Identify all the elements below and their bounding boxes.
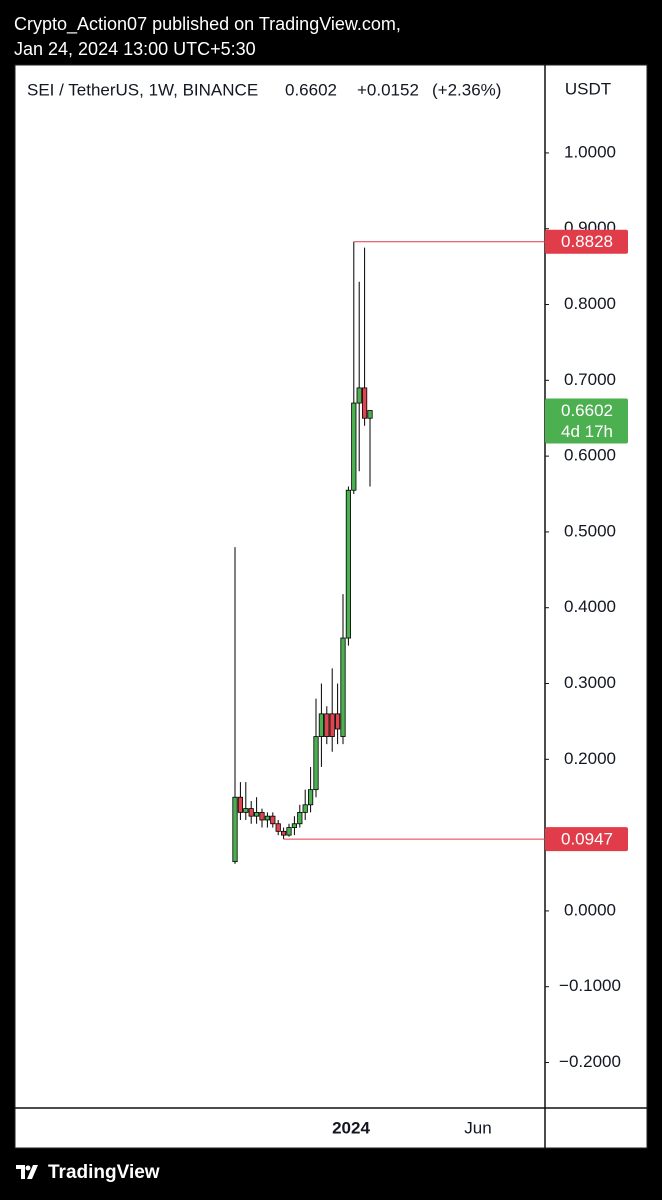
candle-body	[302, 804, 308, 813]
candle-body	[367, 410, 373, 419]
y-tick-label: −0.1000	[559, 976, 621, 995]
last-price-label: 0.6602	[561, 401, 613, 420]
y-tick-label: 0.2000	[564, 749, 616, 768]
countdown: 4d 17h	[561, 422, 613, 441]
candle-body	[307, 789, 314, 806]
candle-body	[253, 811, 260, 817]
y-tick-label: 0.4000	[564, 597, 616, 616]
y-tick-label: 0.7000	[564, 370, 616, 389]
candle-body	[297, 811, 303, 825]
candle-body	[259, 811, 265, 821]
level-label: 0.8828	[561, 232, 613, 251]
logo-icon	[16, 1165, 38, 1179]
x-axis-label: Jun	[464, 1118, 491, 1137]
y-tick-label: 0.6000	[564, 446, 616, 465]
candle-body	[232, 796, 238, 863]
logo-dot	[25, 1165, 31, 1171]
level-label: 0.0947	[561, 830, 613, 849]
chart-panel	[14, 64, 648, 1149]
y-tick-label: −0.2000	[559, 1052, 621, 1071]
level-label-bg	[545, 827, 628, 852]
candle-body	[275, 823, 281, 832]
candle-body	[286, 827, 292, 836]
y-tick-label: 0.5000	[564, 521, 616, 540]
candle-body	[313, 736, 319, 791]
candle-body	[356, 387, 362, 404]
legend-price: 0.6602	[285, 80, 337, 99]
x-axis-label: 2024	[332, 1118, 370, 1137]
level-label-bg	[545, 229, 628, 254]
y-tick-label: 0.3000	[564, 673, 616, 692]
y-tick-label: 1.0000	[564, 142, 616, 161]
y-tick-label: 0.8000	[564, 294, 616, 313]
legend-change: +0.0152	[357, 80, 419, 99]
y-tick-label: 0.0000	[564, 900, 616, 919]
unit: USDT	[565, 79, 611, 98]
candle-body	[351, 402, 357, 491]
candle-body	[324, 713, 330, 737]
candle-body	[264, 815, 271, 821]
logo	[16, 1165, 38, 1179]
publish-date: Jan 24, 2024 13:00 UTC+5:30	[14, 39, 256, 59]
last-price-bg	[545, 398, 628, 444]
candle-body	[280, 830, 287, 836]
publisher: Crypto_Action07 published on TradingView…	[14, 14, 401, 35]
candle-body	[248, 808, 254, 817]
legend-change-pct: (+2.36%)	[432, 80, 501, 99]
candle-body	[270, 815, 276, 825]
candle-body	[243, 808, 249, 813]
candle-body	[340, 637, 346, 737]
candle-body	[318, 713, 325, 737]
plot: 1.00000.90000.80000.70000.60000.50000.40…	[232, 142, 628, 1137]
candle-body	[291, 823, 298, 828]
symbol: SEI / TetherUS, 1W, BINANCE	[27, 80, 258, 99]
candle-body	[345, 489, 352, 639]
brand: TradingView	[48, 1162, 160, 1183]
candle-body	[329, 713, 335, 737]
candle-body	[237, 796, 243, 813]
candle-body	[334, 713, 341, 730]
candle-body	[361, 387, 368, 419]
